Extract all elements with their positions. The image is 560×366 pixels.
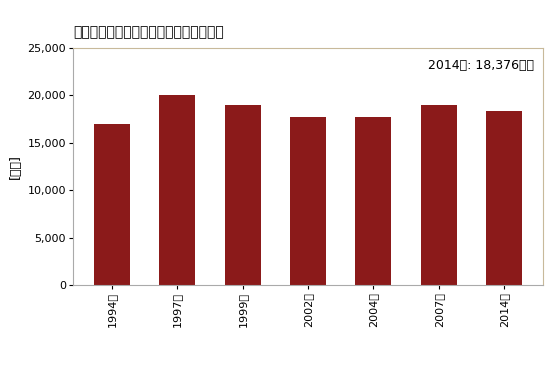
Bar — [486, 111, 522, 285]
Y-axis label: [億円]: [億円] — [8, 154, 22, 179]
Bar — [94, 124, 130, 285]
Bar — [225, 105, 260, 285]
Bar — [160, 95, 195, 285]
Bar — [421, 105, 456, 285]
Bar — [290, 116, 326, 285]
Bar — [356, 116, 391, 285]
Text: 2014年: 18,376億円: 2014年: 18,376億円 — [428, 59, 534, 72]
Text: 機械器具小売業の年間商品販売額の推移: 機械器具小売業の年間商品販売額の推移 — [73, 26, 223, 40]
